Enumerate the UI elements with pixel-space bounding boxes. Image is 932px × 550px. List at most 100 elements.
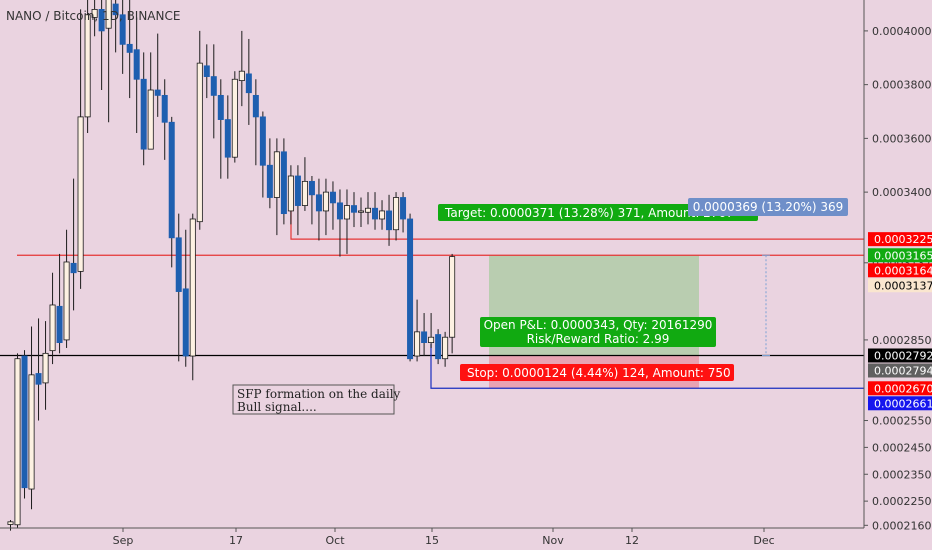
candle-down[interactable] [315,194,322,212]
candle-up[interactable] [28,374,35,490]
target-label-box[interactable] [438,204,758,221]
candle-up[interactable] [442,336,449,360]
time-tick-label: Sep [113,534,134,547]
candle-down[interactable] [175,237,182,292]
candle-up[interactable] [196,62,203,223]
candle-down[interactable] [182,288,189,357]
note-box[interactable] [232,384,395,415]
note-line2: Bull signal.... [237,400,317,414]
price-tick-label: 0.0002550 [872,415,932,428]
time-tick-label: 15 [425,534,439,547]
candle-up[interactable] [105,0,112,29]
stop-label: Stop: 0.0000124 (4.44%) 124, Amount: 750 [467,366,731,380]
time-tick-label: 12 [625,534,639,547]
pnl-label-line2: Risk/Reward Ratio: 2.99 [527,332,670,346]
candle-down[interactable] [35,373,42,385]
candle-up[interactable] [231,78,238,158]
time-tick-label: Nov [542,534,564,547]
candle-down[interactable] [421,331,428,343]
candle-down[interactable] [119,14,126,45]
candle-down[interactable] [126,43,133,53]
price-tag-box [868,248,932,263]
candle-up[interactable] [287,175,294,212]
candle-up[interactable] [414,331,421,357]
candle-up[interactable] [63,261,70,341]
price-tick-label: 0.0002160 [872,519,932,532]
candle-down[interactable] [435,334,442,360]
price-tag-box [868,232,932,247]
candle-up[interactable] [238,70,245,82]
candle-down[interactable] [400,197,407,220]
price-tick-label: 0.0002850 [872,334,932,347]
candle-up[interactable] [357,210,364,213]
candle-up[interactable] [365,207,372,213]
candle-down[interactable] [140,78,147,150]
candle-down[interactable] [210,76,217,96]
candle-down[interactable] [224,119,231,158]
price-tick-label: 0.0003600 [872,132,932,145]
candle-up[interactable] [84,14,91,118]
price-tag-label: 0.0002794 [874,364,932,377]
candle-up[interactable] [449,256,456,338]
candle-up[interactable] [91,9,98,18]
stop-label-box[interactable] [460,364,734,381]
measure-label-box[interactable] [688,198,848,216]
candle-down[interactable] [168,121,175,239]
candle-up[interactable] [42,352,49,384]
price-tag-label: 0.0003164 [874,264,932,277]
symbol-title: NANO / Bitcoin, 1D, BINANCE [6,9,180,23]
price-tick-label: 0.0003400 [872,186,932,199]
candle-down[interactable] [56,305,63,343]
candle-down[interactable] [154,89,161,96]
candle-down[interactable] [70,262,77,274]
pnl-label-box[interactable] [480,317,716,347]
candle-up[interactable] [301,180,308,206]
candle-up[interactable] [147,89,154,150]
price-tag-box [868,278,932,293]
candle-down[interactable] [308,180,315,196]
candle-down[interactable] [407,218,414,360]
candle-down[interactable] [329,191,336,204]
candle-down[interactable] [245,73,252,94]
candle-down[interactable] [133,49,140,80]
candle-down[interactable] [386,210,393,231]
candle-down[interactable] [294,175,301,206]
price-tag-label: 0.0003137 [874,279,932,292]
candle-up[interactable] [343,205,350,220]
time-axis[interactable]: Sep 17 Oct 15 Nov 12 Dec [113,528,775,547]
candle-down[interactable] [350,205,357,213]
price-tag-label: 0.0003225 [874,233,932,246]
stop-line[interactable] [430,343,864,389]
candle-up[interactable] [428,336,435,343]
candle-down[interactable] [372,207,379,220]
price-tag-box [868,396,932,411]
candle-up[interactable] [49,304,56,352]
candle-down[interactable] [266,164,273,198]
candle-down[interactable] [98,9,105,32]
candle-down[interactable] [112,3,119,16]
candle-down[interactable] [161,94,168,123]
candle-up[interactable] [379,210,386,220]
candle-up[interactable] [189,218,196,357]
candle-up[interactable] [77,116,84,272]
candle-up[interactable] [393,197,400,231]
measure-label: 0.0000369 (13.20%) 369 [693,200,844,214]
price-tick-label: 0.0004000 [872,25,932,38]
candle-up[interactable] [14,358,21,526]
candle-up[interactable] [322,191,329,212]
candle-down[interactable] [336,202,343,220]
candle-down[interactable] [259,116,266,166]
candle-down[interactable] [280,151,287,215]
candle-down[interactable] [217,94,224,120]
candles[interactable] [7,0,456,531]
candle-down[interactable] [21,355,28,489]
candle-up[interactable] [273,151,280,198]
candle-up[interactable] [7,521,14,525]
note-line1: SFP formation on the daily [237,387,401,401]
price-tick-label: 0.0002350 [872,468,932,481]
candle-down[interactable] [252,94,259,118]
time-tick-label: Oct [325,534,345,547]
candle-down[interactable] [203,65,210,77]
